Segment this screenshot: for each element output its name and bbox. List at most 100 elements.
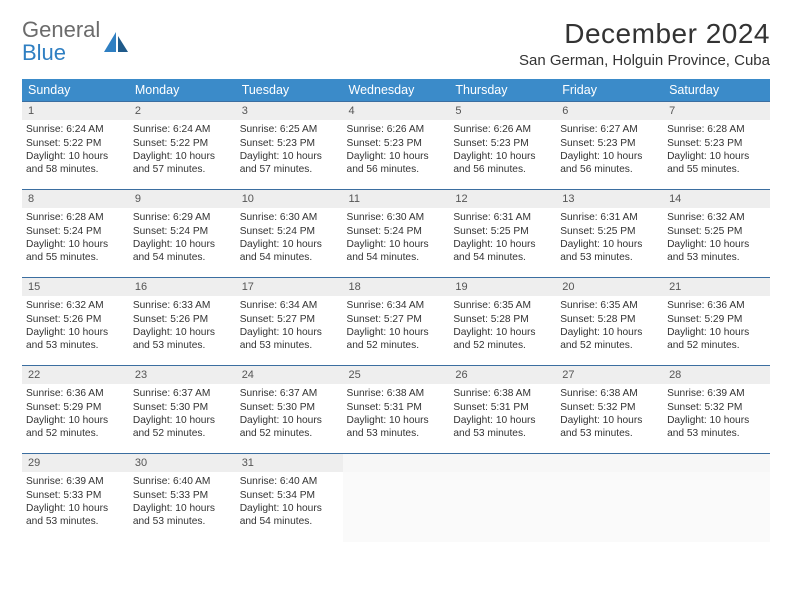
day-number: 4 xyxy=(343,102,450,120)
day-body: Sunrise: 6:24 AMSunset: 5:22 PMDaylight:… xyxy=(22,120,129,180)
calendar-cell: 12Sunrise: 6:31 AMSunset: 5:25 PMDayligh… xyxy=(449,190,556,278)
calendar-cell: 20Sunrise: 6:35 AMSunset: 5:28 PMDayligh… xyxy=(556,278,663,366)
day-body: Sunrise: 6:31 AMSunset: 5:25 PMDaylight:… xyxy=(449,208,556,268)
day-number: 1 xyxy=(22,102,129,120)
day-body: Sunrise: 6:24 AMSunset: 5:22 PMDaylight:… xyxy=(129,120,236,180)
sunset-line: Sunset: 5:32 PM xyxy=(560,401,659,414)
sunset-line: Sunset: 5:26 PM xyxy=(133,313,232,326)
sunset-line: Sunset: 5:27 PM xyxy=(347,313,446,326)
calendar-cell: 7Sunrise: 6:28 AMSunset: 5:23 PMDaylight… xyxy=(663,102,770,190)
sunset-line: Sunset: 5:23 PM xyxy=(240,137,339,150)
sunset-line: Sunset: 5:23 PM xyxy=(453,137,552,150)
daylight-line: Daylight: 10 hours and 54 minutes. xyxy=(133,238,232,265)
sunrise-line: Sunrise: 6:28 AM xyxy=(667,123,766,136)
day-header: Saturday xyxy=(663,79,770,102)
day-header: Tuesday xyxy=(236,79,343,102)
sunrise-line: Sunrise: 6:37 AM xyxy=(240,387,339,400)
sunrise-line: Sunrise: 6:40 AM xyxy=(133,475,232,488)
calendar-cell: 31Sunrise: 6:40 AMSunset: 5:34 PMDayligh… xyxy=(236,454,343,542)
day-number: 10 xyxy=(236,190,343,208)
day-number: 23 xyxy=(129,366,236,384)
daylight-line: Daylight: 10 hours and 55 minutes. xyxy=(667,150,766,177)
day-number: 19 xyxy=(449,278,556,296)
calendar-cell: 1Sunrise: 6:24 AMSunset: 5:22 PMDaylight… xyxy=(22,102,129,190)
day-body: Sunrise: 6:33 AMSunset: 5:26 PMDaylight:… xyxy=(129,296,236,356)
sunrise-line: Sunrise: 6:39 AM xyxy=(667,387,766,400)
sunrise-line: Sunrise: 6:35 AM xyxy=(453,299,552,312)
sunset-line: Sunset: 5:24 PM xyxy=(26,225,125,238)
day-number: 24 xyxy=(236,366,343,384)
day-body: Sunrise: 6:28 AMSunset: 5:23 PMDaylight:… xyxy=(663,120,770,180)
day-number: 30 xyxy=(129,454,236,472)
day-body: Sunrise: 6:34 AMSunset: 5:27 PMDaylight:… xyxy=(236,296,343,356)
month-title: December 2024 xyxy=(519,18,770,50)
daylight-line: Daylight: 10 hours and 52 minutes. xyxy=(453,326,552,353)
calendar-cell: 8Sunrise: 6:28 AMSunset: 5:24 PMDaylight… xyxy=(22,190,129,278)
daylight-line: Daylight: 10 hours and 54 minutes. xyxy=(453,238,552,265)
day-body: Sunrise: 6:39 AMSunset: 5:33 PMDaylight:… xyxy=(22,472,129,532)
brand-logo: General Blue xyxy=(22,18,132,64)
day-number: 11 xyxy=(343,190,450,208)
calendar-cell: 26Sunrise: 6:38 AMSunset: 5:31 PMDayligh… xyxy=(449,366,556,454)
calendar-cell: 5Sunrise: 6:26 AMSunset: 5:23 PMDaylight… xyxy=(449,102,556,190)
sunset-line: Sunset: 5:31 PM xyxy=(347,401,446,414)
daylight-line: Daylight: 10 hours and 53 minutes. xyxy=(240,326,339,353)
day-number: 14 xyxy=(663,190,770,208)
day-body: Sunrise: 6:36 AMSunset: 5:29 PMDaylight:… xyxy=(22,384,129,444)
sunrise-line: Sunrise: 6:33 AM xyxy=(133,299,232,312)
brand-line1: General xyxy=(22,18,100,41)
calendar-cell: 3Sunrise: 6:25 AMSunset: 5:23 PMDaylight… xyxy=(236,102,343,190)
sunrise-line: Sunrise: 6:30 AM xyxy=(347,211,446,224)
day-number: 28 xyxy=(663,366,770,384)
day-number: 22 xyxy=(22,366,129,384)
sunset-line: Sunset: 5:29 PM xyxy=(667,313,766,326)
day-number: 3 xyxy=(236,102,343,120)
calendar-cell xyxy=(449,454,556,542)
calendar-table: SundayMondayTuesdayWednesdayThursdayFrid… xyxy=(22,79,770,542)
day-number: 26 xyxy=(449,366,556,384)
sunrise-line: Sunrise: 6:36 AM xyxy=(26,387,125,400)
calendar-cell: 4Sunrise: 6:26 AMSunset: 5:23 PMDaylight… xyxy=(343,102,450,190)
daylight-line: Daylight: 10 hours and 53 minutes. xyxy=(133,502,232,529)
day-number: 20 xyxy=(556,278,663,296)
sunrise-line: Sunrise: 6:38 AM xyxy=(560,387,659,400)
daylight-line: Daylight: 10 hours and 52 minutes. xyxy=(347,326,446,353)
day-header: Thursday xyxy=(449,79,556,102)
calendar-cell xyxy=(663,454,770,542)
sunset-line: Sunset: 5:22 PM xyxy=(133,137,232,150)
sunset-line: Sunset: 5:28 PM xyxy=(560,313,659,326)
daylight-line: Daylight: 10 hours and 53 minutes. xyxy=(667,238,766,265)
day-body: Sunrise: 6:26 AMSunset: 5:23 PMDaylight:… xyxy=(343,120,450,180)
day-header: Sunday xyxy=(22,79,129,102)
daylight-line: Daylight: 10 hours and 53 minutes. xyxy=(667,414,766,441)
day-number: 2 xyxy=(129,102,236,120)
sunset-line: Sunset: 5:26 PM xyxy=(26,313,125,326)
daylight-line: Daylight: 10 hours and 56 minutes. xyxy=(347,150,446,177)
daylight-line: Daylight: 10 hours and 52 minutes. xyxy=(133,414,232,441)
day-number: 16 xyxy=(129,278,236,296)
day-body: Sunrise: 6:38 AMSunset: 5:31 PMDaylight:… xyxy=(449,384,556,444)
daylight-line: Daylight: 10 hours and 52 minutes. xyxy=(667,326,766,353)
day-number: 8 xyxy=(22,190,129,208)
daylight-line: Daylight: 10 hours and 57 minutes. xyxy=(240,150,339,177)
calendar-cell: 28Sunrise: 6:39 AMSunset: 5:32 PMDayligh… xyxy=(663,366,770,454)
day-body: Sunrise: 6:36 AMSunset: 5:29 PMDaylight:… xyxy=(663,296,770,356)
sunrise-line: Sunrise: 6:26 AM xyxy=(347,123,446,136)
calendar-cell: 16Sunrise: 6:33 AMSunset: 5:26 PMDayligh… xyxy=(129,278,236,366)
day-number: 29 xyxy=(22,454,129,472)
day-body: Sunrise: 6:30 AMSunset: 5:24 PMDaylight:… xyxy=(343,208,450,268)
day-number: 9 xyxy=(129,190,236,208)
daylight-line: Daylight: 10 hours and 54 minutes. xyxy=(240,502,339,529)
calendar-body: 1Sunrise: 6:24 AMSunset: 5:22 PMDaylight… xyxy=(22,102,770,542)
daylight-line: Daylight: 10 hours and 53 minutes. xyxy=(453,414,552,441)
calendar-cell: 19Sunrise: 6:35 AMSunset: 5:28 PMDayligh… xyxy=(449,278,556,366)
day-body: Sunrise: 6:40 AMSunset: 5:33 PMDaylight:… xyxy=(129,472,236,532)
daylight-line: Daylight: 10 hours and 53 minutes. xyxy=(133,326,232,353)
daylight-line: Daylight: 10 hours and 56 minutes. xyxy=(453,150,552,177)
day-number: 12 xyxy=(449,190,556,208)
day-body: Sunrise: 6:35 AMSunset: 5:28 PMDaylight:… xyxy=(556,296,663,356)
calendar-cell: 22Sunrise: 6:36 AMSunset: 5:29 PMDayligh… xyxy=(22,366,129,454)
calendar-cell: 23Sunrise: 6:37 AMSunset: 5:30 PMDayligh… xyxy=(129,366,236,454)
daylight-line: Daylight: 10 hours and 55 minutes. xyxy=(26,238,125,265)
sunrise-line: Sunrise: 6:40 AM xyxy=(240,475,339,488)
